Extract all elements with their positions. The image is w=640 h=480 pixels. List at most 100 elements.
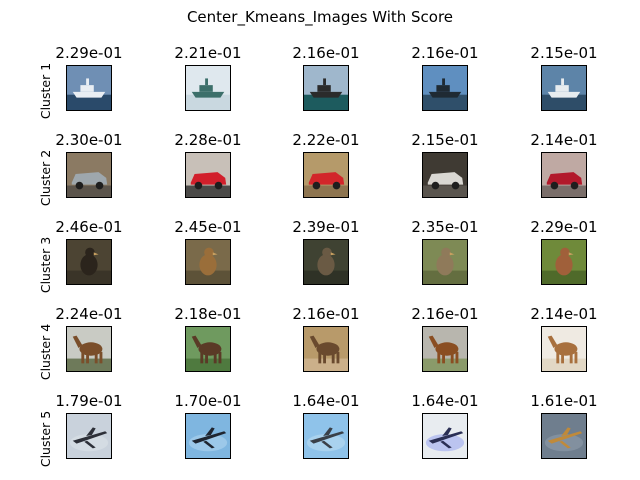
thumbnail (66, 65, 112, 111)
score-label: 2.30e-01 (55, 131, 123, 149)
image-cell: 2.30e-01 (29, 131, 149, 218)
thumbnail (303, 413, 349, 459)
score-label: 2.14e-01 (530, 305, 598, 323)
thumbnail (541, 152, 587, 198)
cluster-row: Cluster 1 2.29e-01 2.21e-01 2.16e-01 2.1 (0, 44, 640, 131)
image-cell: 1.64e-01 (266, 392, 386, 479)
cluster-row: Cluster 2 2.30e-01 2.28e-01 2.22e-01 2.1 (0, 131, 640, 218)
thumbnail (422, 413, 468, 459)
ship-thumbnail-image (186, 66, 230, 110)
airplane-thumbnail-image (423, 414, 467, 458)
score-label: 2.16e-01 (292, 44, 360, 62)
image-cell: 2.18e-01 (148, 305, 268, 392)
score-label: 2.46e-01 (55, 218, 123, 236)
image-cell: 2.21e-01 (148, 44, 268, 131)
score-label: 2.35e-01 (411, 218, 479, 236)
score-label: 2.22e-01 (292, 131, 360, 149)
thumbnail (541, 326, 587, 372)
thumbnail (66, 239, 112, 285)
horse-thumbnail-image (186, 327, 230, 371)
image-cell: 2.15e-01 (504, 44, 624, 131)
image-cell: 2.16e-01 (385, 44, 505, 131)
airplane-thumbnail-image (304, 414, 348, 458)
bird-thumbnail-image (304, 240, 348, 284)
thumbnail (185, 65, 231, 111)
score-label: 1.64e-01 (292, 392, 360, 410)
score-label: 2.21e-01 (174, 44, 242, 62)
airplane-thumbnail-image (542, 414, 586, 458)
image-cell: 2.16e-01 (385, 305, 505, 392)
horse-thumbnail-image (67, 327, 111, 371)
thumbnail (303, 65, 349, 111)
score-label: 2.16e-01 (411, 44, 479, 62)
bird-thumbnail-image (67, 240, 111, 284)
cluster-row: Cluster 4 2.24e-01 2.18e-01 2.16e-01 (0, 305, 640, 392)
ship-thumbnail-image (423, 66, 467, 110)
thumbnail (422, 326, 468, 372)
image-cell: 2.16e-01 (266, 305, 386, 392)
image-cell: 2.45e-01 (148, 218, 268, 305)
thumbnail (185, 413, 231, 459)
image-cell: 1.64e-01 (385, 392, 505, 479)
cluster-row: Cluster 3 2.46e-01 2.45e-01 2.39e-01 2.3 (0, 218, 640, 305)
ship-thumbnail-image (542, 66, 586, 110)
image-cell: 2.16e-01 (266, 44, 386, 131)
image-cell: 2.29e-01 (29, 44, 149, 131)
score-label: 2.29e-01 (530, 218, 598, 236)
score-label: 2.16e-01 (411, 305, 479, 323)
ship-thumbnail-image (67, 66, 111, 110)
score-label: 2.29e-01 (55, 44, 123, 62)
horse-thumbnail-image (542, 327, 586, 371)
image-cell: 2.28e-01 (148, 131, 268, 218)
thumbnail (303, 326, 349, 372)
score-label: 2.18e-01 (174, 305, 242, 323)
score-label: 2.15e-01 (411, 131, 479, 149)
image-cell: 2.22e-01 (266, 131, 386, 218)
image-cell: 1.79e-01 (29, 392, 149, 479)
thumbnail (66, 413, 112, 459)
horse-thumbnail-image (423, 327, 467, 371)
thumbnail (422, 239, 468, 285)
image-cell: 2.14e-01 (504, 305, 624, 392)
car-thumbnail-image (542, 153, 586, 197)
score-label: 2.24e-01 (55, 305, 123, 323)
cluster-row: Cluster 5 1.79e-01 1.70e-01 1.64e-01 1.6 (0, 392, 640, 479)
thumbnail (185, 152, 231, 198)
bird-thumbnail-image (186, 240, 230, 284)
score-label: 2.15e-01 (530, 44, 598, 62)
thumbnail (422, 152, 468, 198)
car-thumbnail-image (423, 153, 467, 197)
thumbnail (541, 413, 587, 459)
score-label: 1.61e-01 (530, 392, 598, 410)
thumbnail (541, 239, 587, 285)
score-label: 2.45e-01 (174, 218, 242, 236)
thumbnail (303, 239, 349, 285)
ship-thumbnail-image (304, 66, 348, 110)
score-label: 1.79e-01 (55, 392, 123, 410)
bird-thumbnail-image (542, 240, 586, 284)
image-cell: 1.61e-01 (504, 392, 624, 479)
image-cell: 2.35e-01 (385, 218, 505, 305)
horse-thumbnail-image (304, 327, 348, 371)
image-cell: 2.15e-01 (385, 131, 505, 218)
car-thumbnail-image (304, 153, 348, 197)
thumbnail (185, 239, 231, 285)
car-thumbnail-image (186, 153, 230, 197)
score-label: 2.28e-01 (174, 131, 242, 149)
image-cell: 1.70e-01 (148, 392, 268, 479)
image-cell: 2.39e-01 (266, 218, 386, 305)
image-cell: 2.29e-01 (504, 218, 624, 305)
airplane-thumbnail-image (186, 414, 230, 458)
score-label: 2.16e-01 (292, 305, 360, 323)
image-cell: 2.46e-01 (29, 218, 149, 305)
score-label: 1.70e-01 (174, 392, 242, 410)
score-label: 2.14e-01 (530, 131, 598, 149)
score-label: 1.64e-01 (411, 392, 479, 410)
thumbnail (185, 326, 231, 372)
airplane-thumbnail-image (67, 414, 111, 458)
bird-thumbnail-image (423, 240, 467, 284)
car-thumbnail-image (67, 153, 111, 197)
thumbnail (541, 65, 587, 111)
figure-title: Center_Kmeans_Images With Score (186, 8, 454, 26)
image-cell: 2.14e-01 (504, 131, 624, 218)
